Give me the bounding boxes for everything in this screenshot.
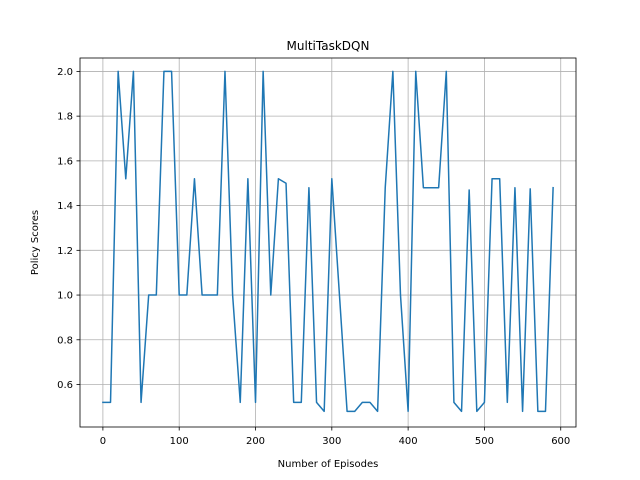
chart-title: MultiTaskDQN: [287, 39, 370, 53]
ticks: 0 100 200 300 400 500 600 0.6 0.8 1.0 1.2 1.4 1.6 1.8…: [57, 67, 570, 447]
y-tick-label: 1.2: [57, 246, 73, 257]
x-tick-label: 300: [322, 436, 341, 447]
y-tick-label: 1.0: [57, 291, 73, 302]
x-tick-label: 600: [551, 436, 570, 447]
x-tick-label: 100: [170, 436, 189, 447]
series-layer: [102, 70, 554, 413]
plot-frame: [79, 57, 577, 428]
x-tick-label: 400: [399, 436, 418, 447]
x-tick-label: 0: [100, 436, 106, 447]
y-tick-label: 1.6: [57, 156, 73, 167]
y-tick-label: 0.8: [57, 335, 73, 346]
y-tick-label: 0.6: [57, 380, 73, 391]
y-tick-label: 2.0: [57, 67, 73, 78]
x-tick-label: 200: [246, 436, 265, 447]
series-line: [102, 70, 554, 413]
grid: [80, 58, 576, 427]
y-tick-label: 1.4: [57, 201, 73, 212]
y-tick-label: 1.8: [57, 112, 73, 123]
x-axis-label: Number of Episodes: [278, 459, 379, 470]
y-axis-label: Policy Scores: [30, 210, 41, 275]
x-tick-label: 500: [475, 436, 494, 447]
